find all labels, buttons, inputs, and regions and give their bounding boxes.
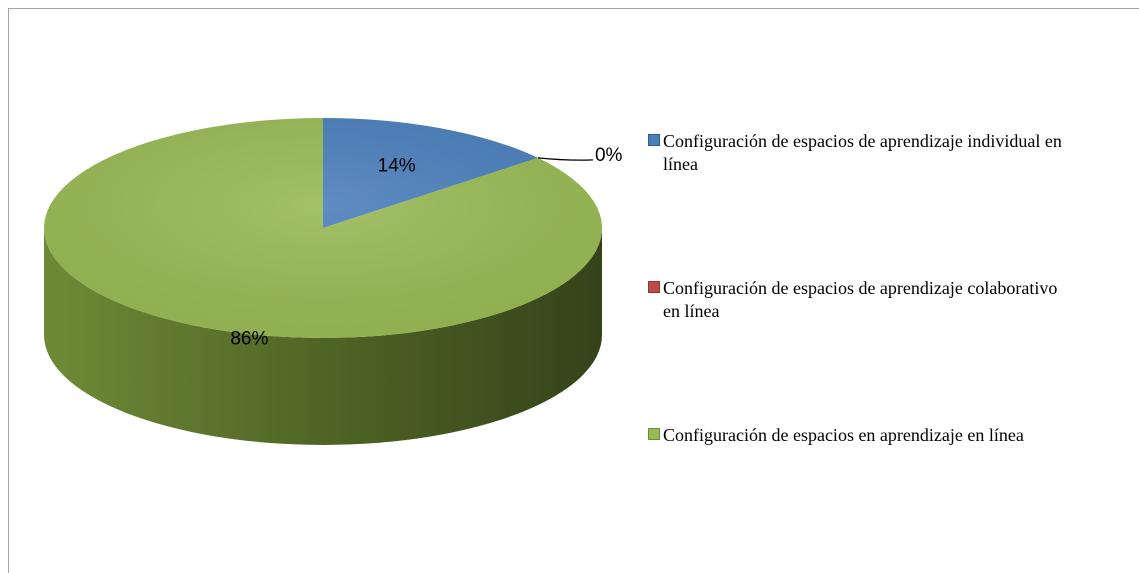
legend-entry: Configuración de espacios de aprendizaje… [648, 130, 1068, 176]
legend-label: Configuración de espacios de aprendizaje… [663, 278, 1058, 321]
legend-swatch [648, 428, 660, 440]
data-label: 86% [230, 329, 268, 350]
legend-swatch [648, 134, 660, 146]
legend-label: Configuración de espacios de aprendizaje… [663, 131, 1062, 174]
legend-entry: Configuración de espacios en aprendizaje… [648, 424, 1024, 447]
legend-entry: Configuración de espacios de aprendizaje… [648, 277, 1068, 323]
leader-line [537, 157, 593, 161]
data-label: 0% [595, 145, 623, 166]
slice-side [44, 228, 602, 445]
legend-swatch [648, 281, 660, 293]
data-label: 14% [378, 155, 416, 176]
legend-label: Configuración de espacios en aprendizaje… [663, 425, 1024, 445]
chart-frame [8, 8, 1139, 573]
